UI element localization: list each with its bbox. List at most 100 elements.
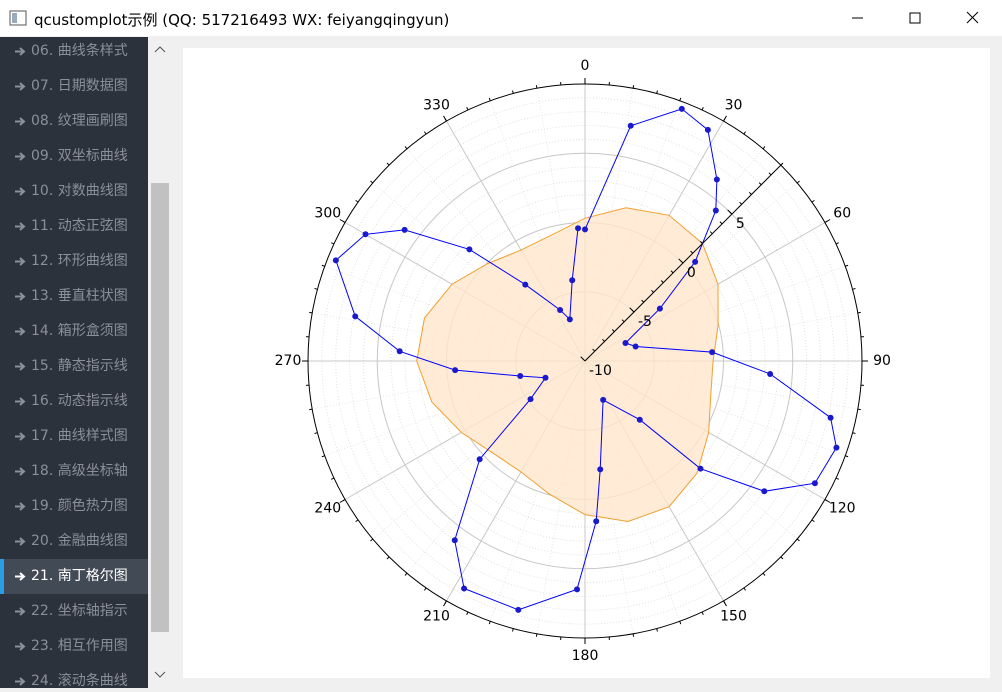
scrollbar-parts[interactable]: [150, 37, 170, 688]
nav-item[interactable]: 14. 箱形盒须图: [0, 314, 148, 349]
nav-label[interactable]: 18. 高级坐标轴: [31, 454, 128, 489]
nav-item[interactable]: 19. 颜色热力图: [0, 489, 148, 524]
marker: [692, 259, 698, 265]
nav-item[interactable]: 20. 金融曲线图: [0, 524, 148, 559]
nav-item[interactable]: 11. 动态正弦图: [0, 209, 148, 244]
marker: [637, 417, 643, 423]
marker: [767, 371, 773, 377]
marker: [528, 396, 534, 402]
arrow-icon: [14, 676, 26, 687]
nav-label[interactable]: 23. 相互作用图: [31, 629, 128, 664]
arrow-icon: [14, 116, 26, 127]
nav-item[interactable]: 22. 坐标轴指示: [0, 594, 148, 629]
radial-minor-tick: [710, 232, 712, 234]
angle-tick-label: 210: [423, 608, 450, 624]
nav-item[interactable]: 13. 垂直柱状图: [0, 279, 148, 314]
window-title: qcustomplot示例 (QQ: 517216493 WX: feiyang…: [34, 9, 449, 30]
marker: [713, 207, 719, 213]
arrow-icon: [14, 466, 26, 477]
nav-label[interactable]: 24. 滚动条曲线: [31, 664, 128, 688]
arrow-icon: [14, 291, 26, 302]
nav-item[interactable]: 23. 相互作用图: [0, 629, 148, 664]
marker: [582, 226, 588, 232]
arrow-icon: [14, 571, 26, 582]
angle-tick-label: 90: [873, 353, 891, 369]
nav-item[interactable]: 12. 环形曲线图: [0, 244, 148, 279]
nav-label[interactable]: 11. 动态正弦图: [31, 209, 128, 244]
nav-label[interactable]: 16. 动态指示线: [31, 384, 128, 419]
close-button[interactable]: [967, 12, 978, 23]
arrow-icon: [14, 536, 26, 547]
nav-label[interactable]: 21. 南丁格尔图: [31, 559, 128, 594]
marker: [622, 340, 628, 346]
angle-tick-label: 270: [275, 353, 302, 369]
marker: [709, 349, 715, 355]
marker: [593, 518, 599, 524]
nav-item[interactable]: 10. 对数曲线图: [0, 174, 148, 209]
nav-label[interactable]: 17. 曲线样式图: [31, 419, 128, 454]
marker: [812, 480, 818, 486]
marker: [515, 607, 521, 613]
marker: [679, 106, 685, 112]
nav-label[interactable]: 10. 对数曲线图: [31, 174, 128, 209]
scroll-up[interactable]: [155, 47, 165, 52]
nav-label[interactable]: 12. 环形曲线图: [31, 244, 128, 279]
nav-item[interactable]: 09. 双坐标曲线: [0, 139, 148, 174]
scrollbar[interactable]: [150, 37, 170, 688]
nav-label[interactable]: 07. 日期数据图: [31, 69, 128, 104]
arrow-icon: [14, 501, 26, 512]
marker: [452, 367, 458, 373]
arrow-icon: [14, 221, 26, 232]
marker: [542, 375, 548, 381]
nav-label[interactable]: 13. 垂直柱状图: [31, 279, 128, 314]
marker: [575, 225, 581, 231]
nav-item[interactable]: 18. 高级坐标轴: [0, 454, 148, 489]
nav-label[interactable]: 06. 曲线条样式: [31, 37, 128, 69]
nav-item[interactable]: 16. 动态指示线: [0, 384, 148, 419]
marker: [600, 397, 606, 403]
nav-item[interactable]: 17. 曲线样式图: [0, 419, 148, 454]
scroll-down[interactable]: [155, 672, 165, 677]
marker: [697, 466, 703, 472]
nav-label[interactable]: 22. 坐标轴指示: [31, 594, 128, 629]
angle-tick-label: 240: [314, 501, 341, 517]
angle-tick-label: 330: [423, 98, 450, 114]
window-controls[interactable]: [840, 0, 990, 36]
marker: [828, 415, 834, 421]
marker: [633, 343, 639, 349]
nav-label[interactable]: 15. 静态指示线: [31, 349, 128, 384]
marker: [597, 466, 603, 472]
nav-label[interactable]: 09. 双坐标曲线: [31, 139, 128, 174]
radial-minor-tick: [759, 183, 761, 185]
nav-item[interactable]: 07. 日期数据图: [0, 69, 148, 104]
maximize-button[interactable]: [910, 13, 920, 23]
angle-tick-label: 30: [725, 98, 743, 114]
nav-item[interactable]: 21. 南丁格尔图: [0, 559, 148, 594]
arrow-icon: [14, 81, 26, 92]
scroll-thumb[interactable]: [151, 183, 169, 632]
radial-tick-label: 0: [687, 265, 696, 281]
area: [417, 208, 718, 522]
marker: [452, 537, 458, 543]
marker: [402, 227, 408, 233]
radial-minor-tick: [740, 202, 742, 204]
radial-tick-label: -10: [589, 363, 612, 379]
radial-tick-label: -5: [638, 314, 652, 330]
nav-label[interactable]: 20. 金融曲线图: [31, 524, 128, 559]
arrow-icon: [14, 431, 26, 442]
nav-label[interactable]: 19. 颜色热力图: [31, 489, 128, 524]
nav-item[interactable]: 24. 滚动条曲线: [0, 664, 148, 688]
radial-tick-label: 5: [736, 216, 745, 232]
nav-label[interactable]: 14. 箱形盒须图: [31, 314, 128, 349]
angle-tick-label: 0: [581, 58, 590, 74]
nav-item[interactable]: 15. 静态指示线: [0, 349, 148, 384]
angle-tick-label: 180: [572, 648, 599, 664]
nav-item[interactable]: 08. 纹理画刷图: [0, 104, 148, 139]
marker: [574, 586, 580, 592]
arrow-icon: [14, 606, 26, 617]
title-bar: qcustomplot示例 (QQ: 517216493 WX: feiyang…: [0, 0, 1002, 36]
radial-minor-tick: [749, 192, 751, 194]
nav-item[interactable]: 06. 曲线条样式: [0, 37, 148, 69]
nav-label[interactable]: 08. 纹理画刷图: [31, 104, 128, 139]
